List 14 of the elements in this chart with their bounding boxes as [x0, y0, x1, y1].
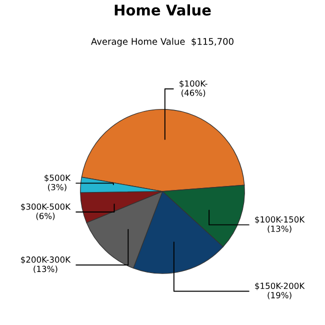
data-label: (13%) [34, 266, 58, 274]
slice-label: $300K-500K [21, 203, 71, 211]
data-label: (46%) [182, 90, 206, 97]
slice-label: $200K-300K [21, 256, 71, 264]
data-label: (19%) [268, 292, 292, 300]
slice-label: $100K- [180, 80, 208, 88]
slice-label: $500K [44, 174, 71, 182]
chart-title: Home Value [114, 4, 211, 16]
slice-label: $150K-200K [255, 282, 305, 290]
chart-subtitle: Average Home Value $115,700 [91, 38, 234, 47]
data-label: (3%) [48, 184, 66, 192]
data-label: (6%) [36, 212, 55, 220]
data-label: (13%) [268, 225, 292, 233]
slice-label: $100K-150K [255, 216, 305, 224]
